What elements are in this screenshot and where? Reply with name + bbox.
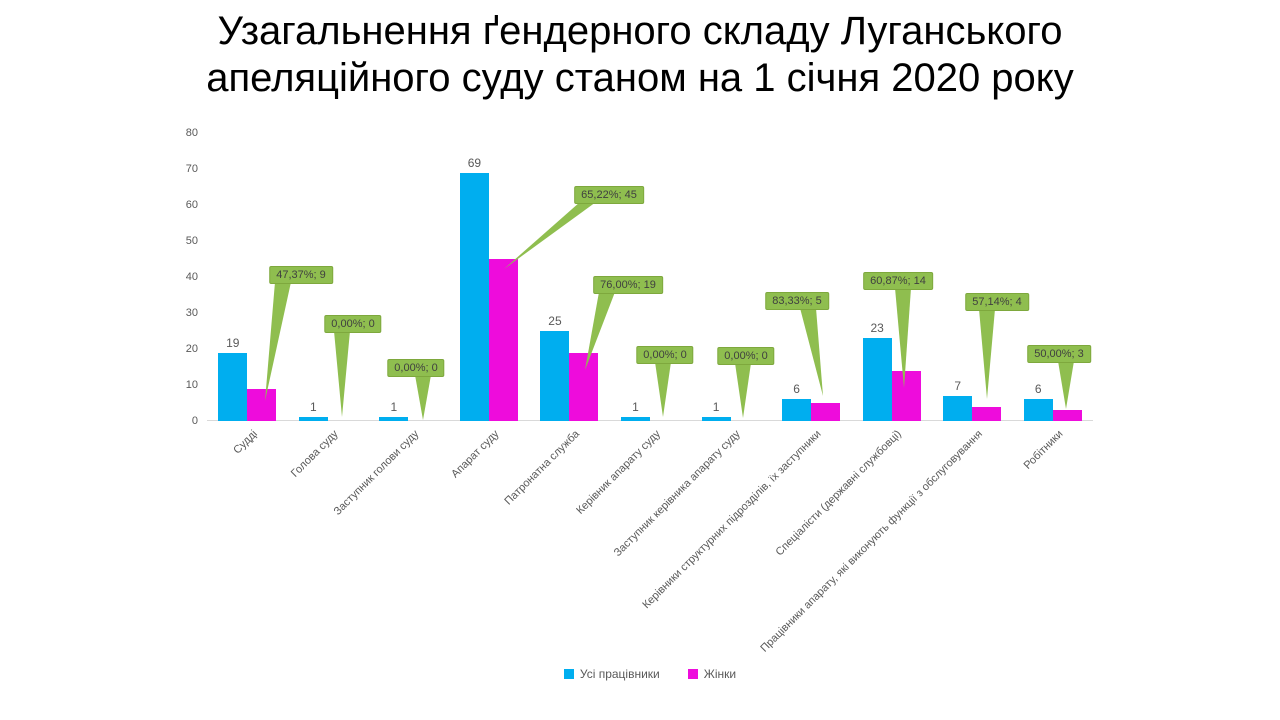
category-label: Керівник апарату суду — [573, 428, 663, 517]
bar-all-employees — [1023, 399, 1053, 421]
callout-label: 0,00%; 0 — [324, 315, 382, 333]
legend-swatch-icon — [563, 669, 574, 679]
callout-label: 60,87%; 14 — [863, 272, 933, 290]
value-label: 7 — [954, 378, 962, 393]
callout-label: 65,22%; 45 — [574, 186, 644, 204]
bar-all-employees — [701, 417, 731, 421]
bar-women — [811, 403, 841, 421]
callout-label: 57,14%; 4 — [965, 293, 1029, 311]
bar-women — [972, 406, 1002, 421]
callout-label: 0,00%; 0 — [387, 359, 445, 377]
bar-all-employees — [459, 172, 489, 421]
legend-item: Жінки — [687, 667, 737, 681]
bar-women — [488, 259, 518, 421]
y-axis-tick-label: 60 — [185, 199, 198, 211]
bar-women — [247, 388, 277, 421]
callout-label: 83,33%; 5 — [765, 292, 829, 310]
value-label: 1 — [309, 400, 317, 415]
bar-women — [569, 352, 599, 421]
callout-pointer — [800, 308, 823, 396]
y-axis-tick-label: 10 — [185, 379, 198, 391]
value-label: 1 — [632, 400, 639, 415]
y-axis-tick-label: 70 — [185, 163, 198, 175]
category-label: Судді — [231, 428, 260, 457]
bar-all-employees — [298, 417, 328, 421]
callout-label: 0,00%; 0 — [717, 347, 775, 365]
y-axis-tick-label: 20 — [185, 343, 198, 355]
value-label: 1 — [712, 400, 720, 415]
chart-title-line2: апеляційного суду станом на 1 січня 2020… — [206, 56, 1074, 100]
callout-label: 76,00%; 19 — [593, 276, 663, 294]
chart-title-line1: Узагальнення ґендерного складу Лугансько… — [217, 9, 1063, 53]
bar-all-employees — [862, 338, 892, 421]
y-axis-tick-label: 30 — [185, 307, 198, 319]
legend-label: Жінки — [703, 667, 737, 681]
value-label: 69 — [467, 155, 482, 170]
callout-pointer — [265, 282, 291, 401]
callout-pointer — [415, 375, 431, 420]
value-label: 1 — [390, 400, 398, 415]
bar-all-employees — [943, 395, 973, 421]
bar-all-employees — [540, 331, 570, 421]
callout-pointer — [334, 331, 350, 417]
bar-all-employees — [218, 352, 248, 421]
value-label: 23 — [870, 321, 884, 336]
value-label: 6 — [793, 382, 800, 397]
x-axis-line — [207, 420, 1093, 421]
callout-pointer — [1058, 361, 1074, 409]
callout-label: 47,37%; 9 — [269, 266, 333, 284]
value-label: 25 — [548, 314, 562, 328]
callout-pointer — [735, 363, 751, 418]
category-label: Голова суду — [288, 428, 341, 480]
category-label: Патронатна служба — [502, 428, 582, 508]
category-label: Спеціалісти (державні службовці) — [773, 428, 905, 559]
y-axis-tick-label: 40 — [185, 271, 198, 283]
callout-pointer — [655, 362, 671, 417]
chart-legend: Усі працівники Жінки — [207, 667, 1093, 681]
bar-women — [1052, 410, 1082, 421]
value-label: 6 — [1034, 382, 1042, 397]
callout-label: 0,00%; 0 — [636, 346, 694, 364]
y-axis-tick-label: 0 — [191, 415, 198, 427]
chart-title: Узагальнення ґендерного складу Лугансько… — [0, 8, 1280, 102]
value-label: 19 — [226, 335, 240, 350]
category-label: Заступник керівника апарату суду — [611, 428, 744, 560]
category-label: Керівники структурних підрозділів, їх за… — [640, 428, 824, 612]
y-axis-tick-label: 50 — [185, 235, 198, 247]
callout-pointer — [979, 309, 995, 399]
legend-label: Усі працівники — [579, 667, 660, 681]
bar-women — [891, 370, 921, 421]
legend-swatch-icon — [687, 669, 698, 679]
bar-all-employees — [782, 399, 812, 421]
category-label: Робітники — [1021, 428, 1066, 472]
bar-all-employees — [379, 417, 409, 421]
callout-label: 50,00%; 3 — [1027, 345, 1091, 363]
category-label: Заступник голови суду — [331, 428, 421, 518]
legend-item: Усі працівники — [563, 667, 660, 681]
category-label: Апарат суду — [449, 428, 502, 481]
y-axis-tick-label: 80 — [185, 127, 198, 139]
bar-all-employees — [621, 417, 650, 421]
